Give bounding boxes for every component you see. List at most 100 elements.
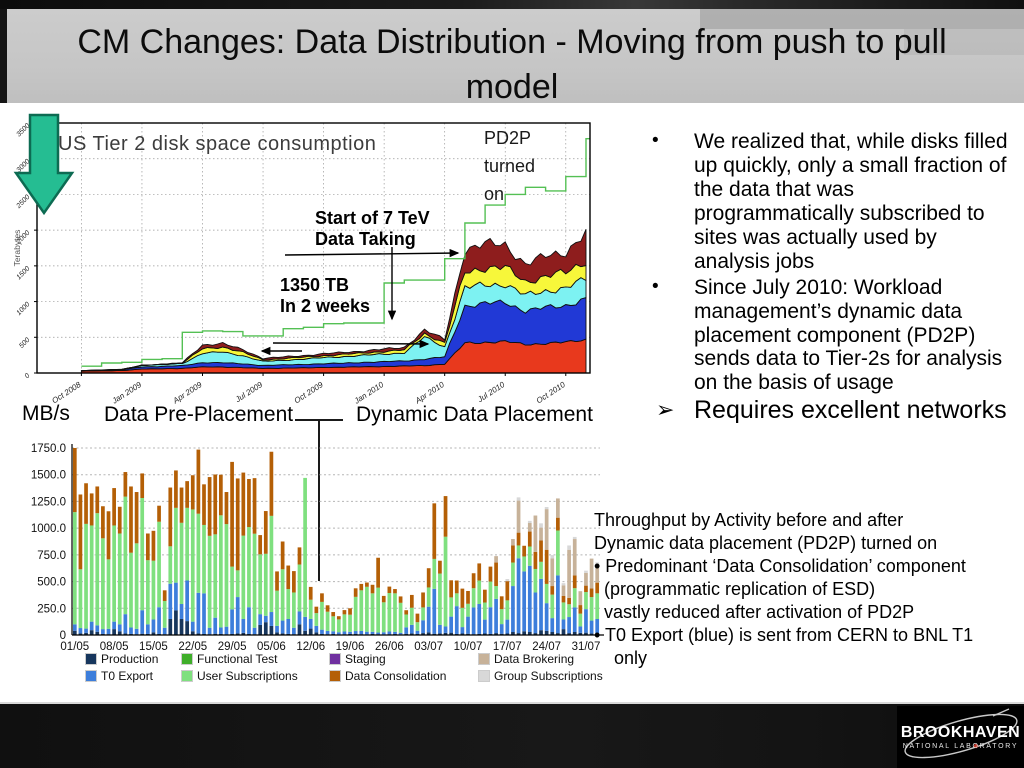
legend-swatch-icon <box>478 652 490 665</box>
svg-text:12/06: 12/06 <box>296 641 325 653</box>
svg-text:31/07: 31/07 <box>572 641 601 653</box>
slide-title: CM Changes: Data Distribution - Moving f… <box>77 23 947 106</box>
bar-chart-legend: Production Functional Test Staging Data Bro… <box>85 650 652 684</box>
legend-label: T0 Export <box>101 668 154 683</box>
svg-text:29/05: 29/05 <box>218 641 247 653</box>
note-line: • Predominant ‘Data Consolidation’ compo… <box>594 556 966 577</box>
logo-name: BROOKHAVEN <box>900 724 1021 741</box>
svg-text:01/05: 01/05 <box>60 641 89 653</box>
legend-swatch-icon <box>181 669 193 682</box>
svg-text:03/07: 03/07 <box>414 641 443 653</box>
note-line: Throughput by Activity before and after <box>594 510 904 530</box>
svg-text:0: 0 <box>24 372 32 380</box>
legend-swatch-icon <box>478 669 490 682</box>
note-line: only <box>594 648 648 669</box>
svg-text:250.0: 250.0 <box>37 603 66 615</box>
legend-item-user_subscriptions: User Subscriptions <box>181 667 330 684</box>
pd2p-down-arrow-icon <box>13 113 75 216</box>
svg-text:1000: 1000 <box>15 301 31 317</box>
bullet-text: Since July 2010: Workload management’s d… <box>694 275 1003 395</box>
header-photo-strip <box>0 0 1024 9</box>
bar-chart-unit-label: MB/s <box>22 402 70 425</box>
note-line: (programmatic replication of ESD) <box>594 579 876 600</box>
svg-text:Jul 2010: Jul 2010 <box>475 380 507 405</box>
legend-label: Group Subscriptions <box>494 668 603 683</box>
svg-text:1250.0: 1250.0 <box>31 496 66 508</box>
legend-item-production: Production <box>85 650 182 667</box>
legend-swatch-icon <box>85 652 97 665</box>
svg-text:0: 0 <box>60 630 66 642</box>
svg-text:24/07: 24/07 <box>532 641 561 653</box>
svg-text:22/05: 22/05 <box>178 641 207 653</box>
svg-text:1750.0: 1750.0 <box>31 443 66 455</box>
dynamic-placement-label: Dynamic Data Placement <box>356 403 593 426</box>
svg-text:26/06: 26/06 <box>375 641 404 653</box>
svg-text:10/07: 10/07 <box>454 641 483 653</box>
bullet-list: • We realized that, while disks filled u… <box>642 130 1024 427</box>
svg-text:17/07: 17/07 <box>493 641 522 653</box>
legend-swatch-icon <box>329 652 341 665</box>
header-left-edge <box>0 9 7 103</box>
throughput-note: Throughput by Activity before and after D… <box>594 509 1024 670</box>
disk-chart-title: US Tier 2 disk space consumption <box>58 133 377 155</box>
bullet-item-2: • Since July 2010: Workload management’s… <box>642 276 1024 396</box>
svg-text:19/06: 19/06 <box>336 641 365 653</box>
svg-text:05/06: 05/06 <box>257 641 286 653</box>
header-photo-shade <box>700 9 1024 29</box>
legend-item-t0_export: T0 Export <box>85 667 182 684</box>
bullet-item-1: • We realized that, while disks filled u… <box>642 130 1024 274</box>
brookhaven-logo: BROOKHAVEN NATIONAL LABORATORY <box>897 706 1024 768</box>
svg-text:1500.0: 1500.0 <box>31 470 66 482</box>
bullet-text: Requires excellent networks <box>694 396 1007 425</box>
svg-text:Apr 2010: Apr 2010 <box>413 380 446 405</box>
svg-text:500.0: 500.0 <box>37 577 66 589</box>
legend-swatch-icon <box>85 669 97 682</box>
svg-text:750.0: 750.0 <box>37 550 66 562</box>
bullet-marker: • <box>652 130 659 151</box>
svg-text:Jan 2009: Jan 2009 <box>110 380 144 405</box>
logo-subtitle: NATIONAL LABORATORY <box>902 743 1019 750</box>
legend-label: Functional Test <box>197 651 278 666</box>
svg-text:1500: 1500 <box>15 265 31 281</box>
note-line: Dynamic data placement (PD2P) turned on <box>594 533 938 554</box>
svg-text:08/05: 08/05 <box>100 641 129 653</box>
svg-text:Apr 2009: Apr 2009 <box>171 380 204 405</box>
svg-text:Jan 2010: Jan 2010 <box>352 380 386 405</box>
svg-text:15/05: 15/05 <box>139 641 168 653</box>
legend-label: Production <box>101 651 159 666</box>
arrow-bullet-marker: ➢ <box>656 397 675 423</box>
legend-label: Data Brokering <box>494 651 575 666</box>
legend-item-group_subscriptions: Group Subscriptions <box>478 667 649 684</box>
svg-text:500: 500 <box>18 337 31 350</box>
tb-annotation: 1350 TB In 2 weeks <box>280 275 371 317</box>
svg-text:1000.0: 1000.0 <box>31 523 66 535</box>
bullet-text: We realized that, while disks filled up … <box>694 130 1008 273</box>
legend-label: Data Consolidation <box>345 668 447 683</box>
note-line: • T0 Export (blue) is sent from CERN to … <box>594 625 974 646</box>
svg-text:Jul 2009: Jul 2009 <box>233 380 265 405</box>
logo-orbit-icon <box>904 708 1018 759</box>
tev-annotation: Start of 7 TeV Data Taking <box>315 208 430 250</box>
header-photo-shade-2 <box>904 29 1024 55</box>
legend-swatch-icon <box>329 669 341 682</box>
bullet-marker: • <box>652 275 659 297</box>
legend-item-data_consolidation: Data Consolidation <box>329 667 479 684</box>
pd2p-annotation: PD2P turned on <box>484 128 536 204</box>
legend-item-staging: Staging <box>329 650 479 667</box>
bar-chart-canvas: 0 250.0 500.0 750.0 1000.0 1250.0 1500.0 1750.0… <box>31 443 604 653</box>
disk-consumption-chart: 0 500 1000 1500 2000 2500 3000 3500 Oct 2008 Jan … <box>12 113 595 405</box>
legend-label: User Subscriptions <box>197 668 298 683</box>
svg-text:Oct 2010: Oct 2010 <box>535 380 568 405</box>
region-divider-line <box>318 420 320 581</box>
note-line: vastly reduced after activation of PD2P <box>594 602 915 623</box>
legend-swatch-icon <box>181 652 193 665</box>
throughput-bar-chart: 0 250.0 500.0 750.0 1000.0 1250.0 1500.0 1750.0… <box>18 440 624 654</box>
bullet-item-3: ➢ Requires excellent networks <box>642 397 1024 425</box>
title-band <box>7 9 1024 103</box>
pre-placement-label: Data Pre-Placement <box>104 403 294 426</box>
svg-text:Terabytes: Terabytes <box>12 230 22 267</box>
legend-item-functional_test: Functional Test <box>181 650 330 667</box>
legend-label: Staging <box>345 651 386 666</box>
